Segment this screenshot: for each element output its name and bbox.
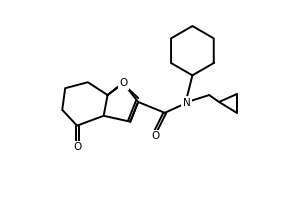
- Text: O: O: [152, 131, 160, 141]
- Text: N: N: [183, 98, 190, 108]
- Text: O: O: [119, 78, 128, 88]
- Text: O: O: [73, 142, 81, 152]
